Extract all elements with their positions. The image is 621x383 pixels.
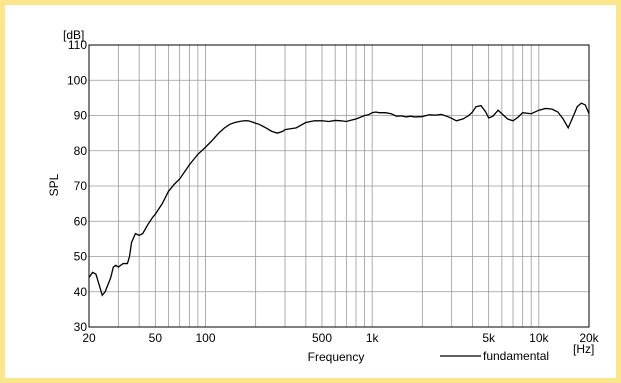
y-tick-label: 100 (67, 73, 87, 87)
x-tick-label: 1k (366, 331, 380, 345)
legend: fundamental (440, 349, 549, 363)
y-tick-label: 40 (74, 285, 88, 299)
y-tick-label: 70 (74, 179, 88, 193)
x-unit-label: [Hz] (573, 342, 594, 356)
x-tick-label: 20 (82, 331, 96, 345)
y-tick-label: 50 (74, 250, 88, 264)
y-tick-label: 60 (74, 214, 88, 228)
y-axis-label: SPL (47, 173, 61, 196)
x-tick-labels: 20 50 100 500 1k 5k 10k 20k (82, 331, 599, 345)
x-axis-label: Frequency (308, 350, 365, 364)
x-tick-label: 50 (149, 331, 163, 345)
y-tick-label: 30 (74, 320, 88, 334)
grid-lines (89, 45, 589, 327)
y-tick-label: 90 (74, 109, 88, 123)
x-tick-label: 20k (579, 331, 599, 345)
x-tick-label: 5k (482, 331, 496, 345)
fundamental-series-line (88, 102, 590, 297)
legend-label: fundamental (483, 349, 549, 363)
x-tick-label: 100 (195, 331, 215, 345)
y-tick-labels: 30 40 50 60 70 80 90 100 110 (67, 38, 87, 334)
y-tick-label: 80 (74, 144, 88, 158)
x-tick-label: 500 (312, 331, 332, 345)
y-unit-label: [dB] (63, 28, 84, 42)
plot-border (88, 44, 590, 328)
x-tick-label: 10k (529, 331, 549, 345)
y-tick-label: 110 (68, 38, 87, 52)
